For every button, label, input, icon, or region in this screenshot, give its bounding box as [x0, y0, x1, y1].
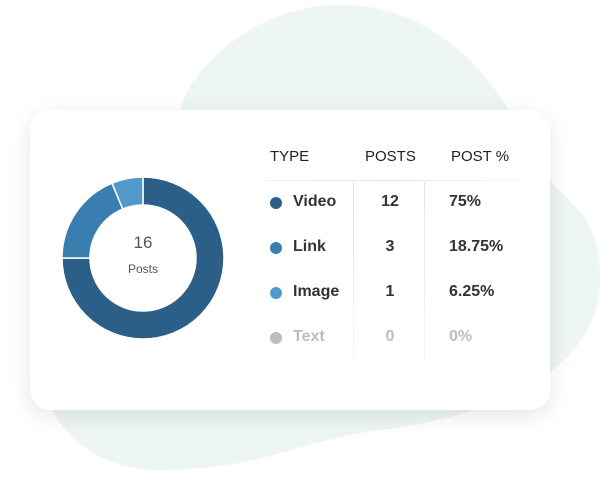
table-row: Video 12 75%: [0, 193, 610, 213]
donut-slice-video: [61, 176, 225, 340]
posts-cell: 3: [385, 238, 395, 255]
percent-cell: 0%: [449, 328, 473, 345]
header-divider: [265, 180, 520, 181]
legend-dot: [270, 242, 282, 254]
header-type: TYPE: [270, 148, 310, 165]
percent-cell: 6.25%: [449, 283, 495, 300]
type-cell: Image: [293, 283, 340, 300]
type-cell: Text: [293, 328, 325, 345]
column-divider: [353, 182, 354, 362]
legend-dot: [270, 287, 282, 299]
percent-cell: 18.75%: [449, 238, 504, 255]
post-type-card: [30, 110, 550, 410]
table-row: Image 1 6.25%: [0, 283, 610, 303]
header-post-percent: POST %: [451, 148, 510, 165]
total-posts-label: Posts: [127, 262, 158, 276]
type-cell: Link: [293, 238, 326, 255]
legend-dot: [270, 332, 282, 344]
percent-cell: 75%: [449, 193, 482, 210]
posts-cell: 0: [385, 328, 395, 345]
table-row: Text 0 0%: [0, 328, 610, 348]
legend-dot: [270, 197, 282, 209]
donut-slice-image: [111, 176, 144, 211]
type-cell: Video: [293, 193, 337, 210]
posts-cell: 1: [385, 283, 395, 300]
header-posts: POSTS: [365, 148, 416, 165]
posts-cell: 12: [381, 193, 399, 210]
table-row: Link 3 18.75%: [0, 238, 610, 258]
column-divider: [424, 182, 425, 362]
donut-chart: [61, 176, 225, 340]
total-posts-value: 16: [133, 233, 153, 252]
